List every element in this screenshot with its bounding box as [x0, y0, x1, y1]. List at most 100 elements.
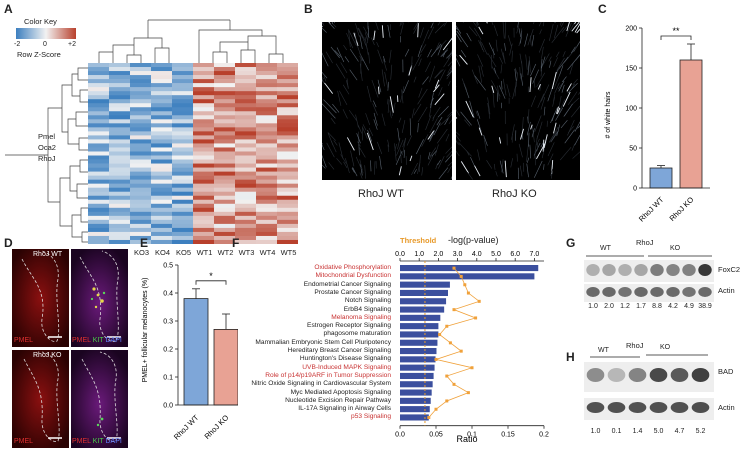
hair-strand [387, 24, 391, 38]
hair-strand [532, 69, 539, 84]
hair-strand [540, 56, 546, 69]
heatmap-cell [88, 167, 110, 172]
hair-strand [540, 58, 543, 68]
hair-strand [337, 90, 342, 106]
if-stain-wt-merge: PMEL KIT DAPI [72, 337, 122, 344]
heatmap-cell [130, 79, 152, 84]
ratio-point [445, 399, 449, 403]
bar-c-1 [679, 59, 703, 189]
heatmap-cell [151, 235, 173, 241]
hair-strand [466, 32, 472, 42]
panel-label-b: B [304, 2, 313, 16]
heatmap-cell [193, 199, 215, 205]
bad-band [607, 368, 626, 382]
heatmap-cell [256, 131, 278, 136]
h-quant-value: 5.2 [695, 428, 706, 435]
heatmap-cell [214, 207, 236, 213]
pathway-enrichment-chart: 0.0 1.0 2.0 3.0 4.0 5.0 6.0 7.0 0.0 0.05 0.1 0.15 0.… [395, 251, 549, 444]
heatmap-cell [214, 191, 236, 197]
heatmap-cell [109, 183, 131, 188]
hair-strand [572, 78, 578, 86]
heatmap-cell [214, 195, 236, 201]
heatmap-cell [109, 231, 131, 237]
hair-strand [471, 69, 478, 84]
heatmap-cell [172, 195, 194, 201]
hair-strand [401, 22, 403, 25]
heatmap-cell [277, 171, 298, 176]
heatmap-cell [88, 135, 110, 140]
hair-strand [322, 77, 324, 80]
heatmap-cell [193, 99, 215, 104]
heatmap-cell [109, 71, 131, 76]
heatmap-cell [151, 75, 173, 80]
hair-strand [401, 89, 404, 104]
hair-strand [418, 87, 423, 98]
heatmap-cell [88, 103, 110, 108]
heatmap-cell [235, 239, 257, 244]
heatmap-cell [235, 151, 257, 156]
pathway-label: phagosome maturation [323, 330, 391, 338]
hair-strand [551, 71, 557, 90]
hair-strand [355, 114, 359, 128]
ratio-point [477, 299, 481, 303]
heatmap-cell [277, 83, 298, 88]
hair-strand [324, 82, 334, 94]
hair-strand [345, 158, 350, 173]
g-quant-value: 1.7 [636, 303, 646, 310]
ylabel-pmel-melanocytes: PMEL+ follicular melanocytes (%) [142, 278, 149, 383]
hair-strand [456, 141, 460, 146]
heatmap-cell [235, 75, 257, 80]
hair-strand [422, 76, 429, 85]
heatmap-cell [130, 103, 152, 108]
y-tick-label: 0.2 [163, 347, 173, 354]
heatmap-cell [130, 179, 152, 184]
hair-strand [554, 82, 560, 94]
hair-strand [362, 124, 367, 131]
heatmap-cell [109, 115, 131, 120]
heatmap-cell [109, 103, 131, 108]
hair-strand [456, 140, 458, 142]
heatmap-cell [235, 235, 257, 241]
hair-strand [483, 135, 487, 153]
heatmap-cell [172, 159, 194, 164]
hair-strand [570, 105, 580, 118]
h-band-bad: BAD [718, 367, 734, 376]
hair-strand [558, 99, 565, 114]
actin-blot-g [584, 284, 714, 302]
heatmap-cell [151, 147, 173, 152]
pathway-bar [400, 356, 436, 363]
heatmap-cell [235, 139, 257, 144]
hair-strand [445, 154, 452, 163]
hair-strand [413, 22, 419, 30]
heatmap-cell [256, 175, 278, 180]
heatmap-cell [235, 175, 257, 180]
heatmap-cell [214, 171, 236, 176]
heatmap-cell [277, 111, 298, 116]
hair-strand [373, 112, 378, 126]
panel-label-f: F [232, 236, 240, 250]
heatmap-cell [193, 191, 215, 197]
hair-strand [475, 110, 478, 116]
top-tick-label: 6.0 [510, 251, 520, 258]
hair-strand [367, 129, 373, 142]
heatmap-cell [214, 83, 236, 88]
heatmap-cell [88, 91, 110, 96]
hair-strand [515, 72, 518, 87]
hair-strand [332, 103, 340, 113]
hair-strand [456, 54, 459, 57]
hair-strand [443, 53, 452, 68]
heatmap-cell [256, 155, 278, 160]
hair-strand [476, 22, 478, 26]
hair-strand [571, 22, 580, 32]
heatmap-cell [109, 175, 131, 180]
heatmap-column-label: KO5 [175, 248, 191, 257]
hair-strand [536, 142, 546, 160]
heatmap-cell [130, 191, 152, 197]
heatmap-cell [235, 147, 257, 152]
hair-strand [323, 99, 337, 114]
hair-strand [547, 153, 554, 166]
hair-strand [371, 79, 379, 98]
heatmap-cell [277, 159, 298, 164]
heatmap-cell [109, 187, 131, 193]
hair-strand [392, 102, 396, 117]
